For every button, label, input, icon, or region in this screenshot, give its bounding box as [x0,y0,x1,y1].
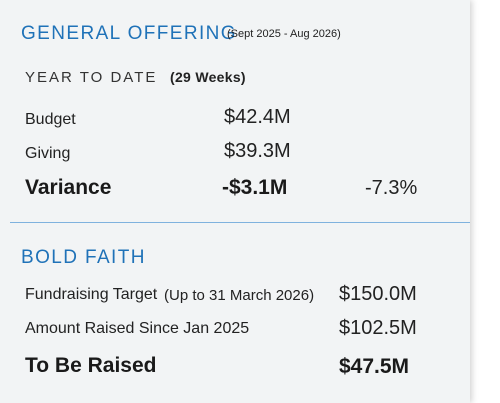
ytd-label: YEAR TO DATE [25,69,158,86]
variance-percent: -7.3% [365,177,418,199]
amount-raised-value: $102.5M [339,317,417,339]
bold-faith-title: BOLD FAITH [21,247,146,268]
fundraising-target-note: (Up to 31 March 2026) [164,287,315,304]
to-be-raised-label: To Be Raised [25,354,157,377]
budget-value: $42.4M [224,106,291,128]
ytd-weeks: (29 Weeks) [170,69,246,85]
fundraising-target-value: $150.0M [339,283,417,305]
giving-summary-card: GENERAL OFFERING (Sept 2025 - Aug 2026) … [0,0,470,403]
general-offering-period: (Sept 2025 - Aug 2026) [227,28,341,40]
giving-value: $39.3M [224,140,291,162]
budget-label: Budget [25,111,76,128]
to-be-raised-value: $47.5M [339,355,410,378]
section-divider [10,222,470,223]
giving-label: Giving [25,145,71,162]
general-offering-title: GENERAL OFFERING [21,23,237,44]
variance-value: -$3.1M [222,176,288,199]
fundraising-target-label: Fundraising Target [25,286,158,303]
variance-label: Variance [25,176,112,199]
amount-raised-label: Amount Raised Since Jan 2025 [25,320,250,337]
